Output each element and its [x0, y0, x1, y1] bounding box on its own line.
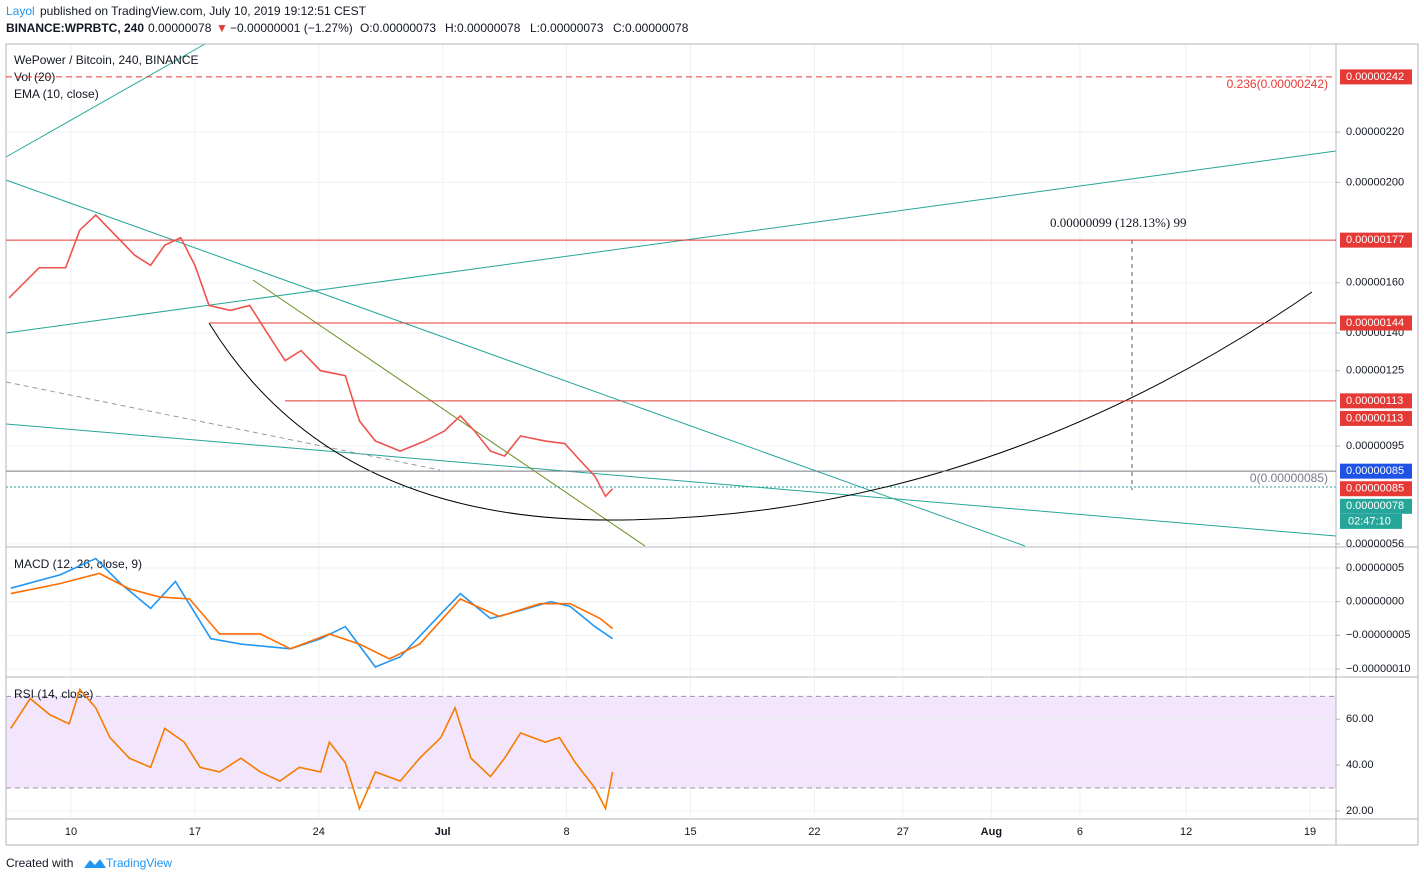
symbol: BINANCE:WPRBTC, 240 — [6, 21, 144, 35]
price-label-bg — [1340, 463, 1412, 479]
price-label-bg — [1340, 232, 1412, 248]
pane-title: MACD (12, 26, close, 9) — [14, 557, 142, 571]
y-tick-label: 0.00000220 — [1346, 126, 1404, 138]
series-line — [10, 557, 614, 668]
logo — [84, 859, 106, 868]
x-tick-label: 22 — [808, 826, 820, 838]
annotation: 0.236(0.00000242) — [1227, 77, 1328, 91]
ohlc: O:0.00000073 — [360, 21, 436, 35]
y-tick-label: 0.00000005 — [1346, 562, 1404, 574]
indicator: EMA (10, close) — [14, 87, 99, 101]
x-tick-label: 27 — [897, 826, 909, 838]
price-label: 0.00000113 — [1346, 395, 1403, 407]
y-tick-label: −0.00000005 — [1346, 629, 1411, 641]
series-line — [8, 213, 614, 498]
price-label-bg — [1340, 315, 1412, 331]
y-tick-label: 40.00 — [1346, 759, 1374, 771]
x-tick-label: 15 — [684, 826, 696, 838]
y-tick-label: 20.00 — [1346, 805, 1374, 817]
price-label: 0.00000242 — [1346, 71, 1404, 83]
price-label-bg — [1340, 393, 1412, 409]
price-label-bg — [1340, 69, 1412, 85]
arrow: ▼ — [216, 21, 228, 35]
x-tick-label: 17 — [189, 826, 201, 838]
countdown-bg — [1340, 513, 1402, 529]
pane-title: RSI (14, close) — [14, 687, 93, 701]
frame — [5, 43, 1419, 846]
annotation: 0.00000099 (128.13%) 99 — [1050, 215, 1187, 230]
pane-title: WePower / Bitcoin, 240, BINANCE — [14, 53, 199, 67]
x-tick-label: Aug — [981, 826, 1002, 838]
indicator: Vol (20) — [14, 70, 55, 84]
price-label: 0.00000085 — [1346, 483, 1404, 495]
x-tick-label: 19 — [1304, 826, 1316, 838]
price-label: 0.00000078 — [1346, 500, 1404, 512]
y-tick-label: −0.00000010 — [1346, 663, 1411, 675]
last: 0.00000078 — [148, 21, 212, 35]
series-line — [10, 687, 614, 812]
y-tick-label: 0.00000095 — [1346, 440, 1404, 452]
published: published on TradingView.com, July 10, 2… — [40, 4, 367, 18]
y-tick-label: 0.00000000 — [1346, 596, 1404, 608]
ohlc: C:0.00000078 — [613, 21, 689, 35]
price-label: 0.00000113 — [1346, 412, 1403, 424]
x-tick-label: Jul — [435, 826, 451, 838]
y-tick-label: 60.00 — [1346, 713, 1374, 725]
y-tick-label: 0.00000056 — [1346, 538, 1404, 550]
y-tick-label: 0.00000200 — [1346, 176, 1404, 188]
series-line — [10, 572, 614, 660]
x-tick-label: 8 — [564, 826, 570, 838]
x-tick-label: 12 — [1180, 826, 1192, 838]
ohlc: H:0.00000078 — [445, 21, 521, 35]
price-label: 0.00000177 — [1346, 234, 1404, 246]
price-label: 0.00000085 — [1346, 465, 1404, 477]
price-label: 0.00000144 — [1346, 317, 1404, 329]
x-tick-label: 24 — [313, 826, 325, 838]
footer-brand[interactable]: TradingView — [106, 856, 172, 870]
annotation: 0(0.00000085) — [1250, 471, 1328, 485]
change: −0.00000001 (−1.27%) — [230, 21, 353, 35]
countdown: 02:47:10 — [1348, 515, 1391, 527]
price-label-bg — [1340, 481, 1412, 497]
drawings — [5, 43, 1337, 547]
author[interactable]: Layol — [6, 4, 35, 18]
y-tick-label: 0.00000125 — [1346, 365, 1404, 377]
x-tick-label: 6 — [1077, 826, 1083, 838]
footer: Created with — [6, 856, 73, 870]
y-tick-label: 0.00000160 — [1346, 277, 1404, 289]
x-tick-label: 10 — [65, 826, 77, 838]
rsi-band — [6, 696, 1336, 788]
price-label-bg — [1340, 410, 1412, 426]
price-label-bg — [1340, 498, 1412, 514]
ohlc: L:0.00000073 — [530, 21, 604, 35]
